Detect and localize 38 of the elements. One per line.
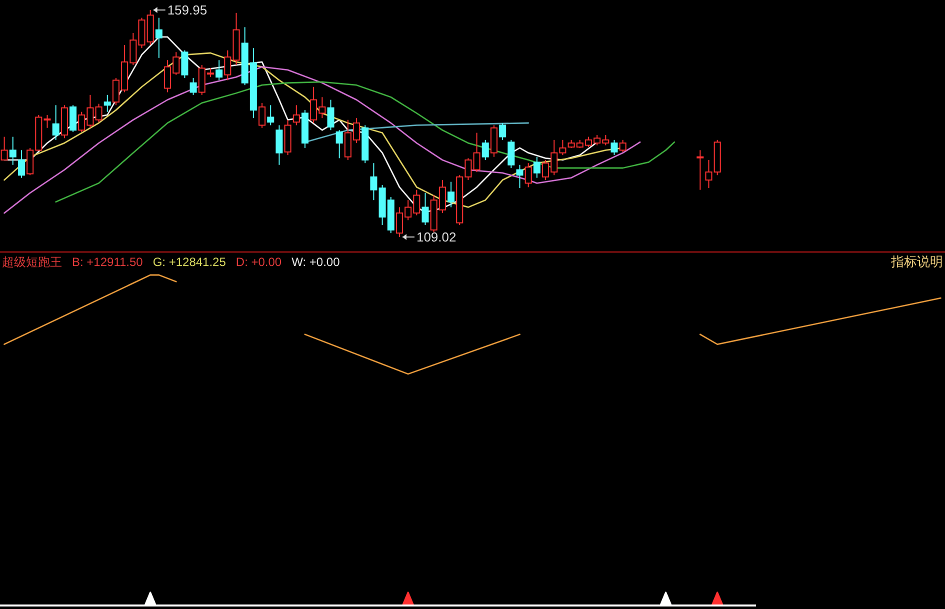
text: D: +0.00 — [236, 255, 282, 269]
candlestick — [499, 122, 506, 140]
candlestick — [95, 103, 102, 123]
candlestick — [327, 99, 334, 131]
candlestick — [533, 156, 540, 178]
text: 指标说明 — [890, 254, 943, 269]
candlestick — [448, 181, 455, 208]
candlestick — [52, 104, 60, 140]
candlestick — [516, 164, 524, 189]
candlestick — [370, 162, 378, 201]
candlestick — [422, 192, 429, 226]
candlestick — [216, 60, 223, 81]
candlestick — [292, 104, 300, 126]
candlestick — [70, 104, 77, 132]
candlestick — [155, 17, 162, 58]
candlestick — [482, 139, 489, 160]
candlestick — [696, 150, 704, 190]
candlestick — [619, 139, 626, 152]
text: B: +12911.50 — [72, 255, 144, 269]
candlestick — [276, 124, 283, 166]
annotation: 109.02 — [416, 230, 456, 244]
candlestick — [104, 94, 111, 112]
candlestick — [473, 132, 480, 173]
candlestick — [267, 104, 274, 126]
candlestick — [18, 150, 25, 178]
annotation: 159.95 — [167, 2, 208, 18]
candlestick — [336, 130, 343, 159]
text: G: +12841.25 — [152, 255, 226, 269]
text: W: +0.00 — [292, 255, 340, 269]
candlestick — [9, 136, 16, 166]
candlestick — [181, 50, 188, 78]
candlestick — [524, 162, 532, 188]
candlestick — [190, 77, 197, 96]
candlestick — [0, 136, 8, 160]
candlestick — [610, 139, 618, 156]
candlestick — [508, 139, 515, 169]
candlestick — [258, 102, 266, 128]
chart-title: 超级短跑王 — [2, 255, 62, 269]
